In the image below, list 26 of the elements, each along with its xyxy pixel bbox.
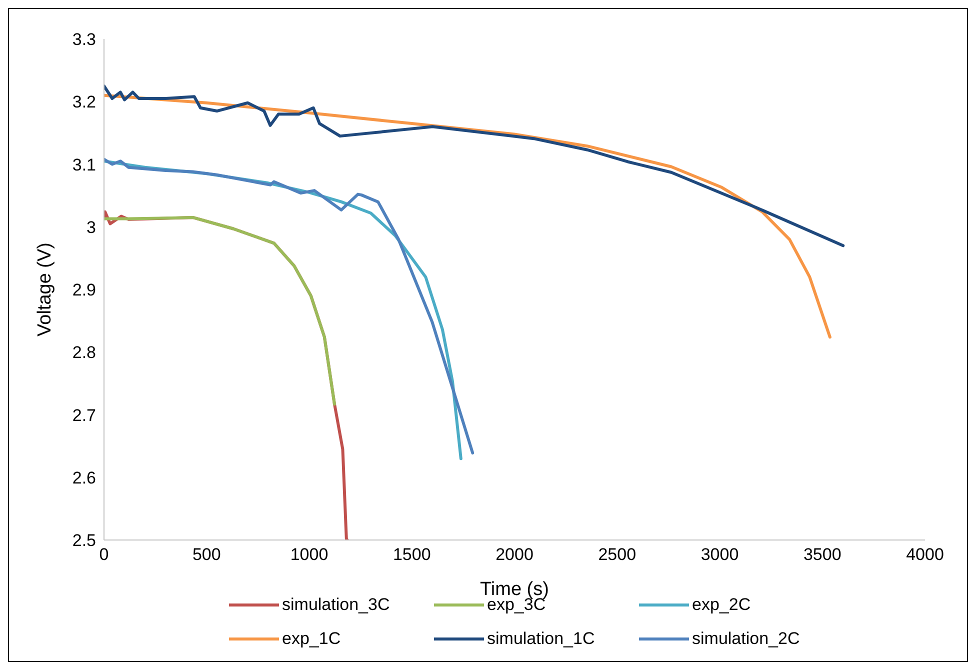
line-series <box>104 216 336 406</box>
y-tick-label: 3.3 <box>72 30 96 50</box>
y-tick-label: 2.8 <box>72 343 96 362</box>
legend-label: simulation_3C <box>282 595 390 615</box>
x-tick-label: 3000 <box>700 545 739 564</box>
y-tick-label: 2.9 <box>72 280 96 300</box>
legend-label: simulation_2C <box>692 629 800 649</box>
legend-label: exp_2C <box>692 595 751 615</box>
y-tick-label: 2.5 <box>72 531 96 550</box>
y-tick-label: 3.1 <box>72 155 96 174</box>
y-tick-label: 2.7 <box>72 406 96 425</box>
x-tick-label: 1500 <box>392 545 431 564</box>
y-axis-title: Voltage (V) <box>34 242 56 336</box>
x-tick-label: 4000 <box>906 545 944 564</box>
x-tick-label: 3500 <box>803 545 842 564</box>
x-tick-label: 2000 <box>496 545 534 564</box>
x-tick-label: 2500 <box>598 545 636 564</box>
legend-label: exp_1C <box>282 629 341 649</box>
x-tick-label: 1000 <box>290 545 328 564</box>
y-tick-label: 3.2 <box>72 92 96 112</box>
line-series <box>104 84 845 248</box>
y-tick-label: 3 <box>86 218 96 237</box>
x-tick-label: 0 <box>99 545 109 564</box>
x-tick-label: 500 <box>192 545 221 564</box>
legend-label: simulation_1C <box>487 629 595 649</box>
y-tick-label: 2.6 <box>72 468 96 488</box>
